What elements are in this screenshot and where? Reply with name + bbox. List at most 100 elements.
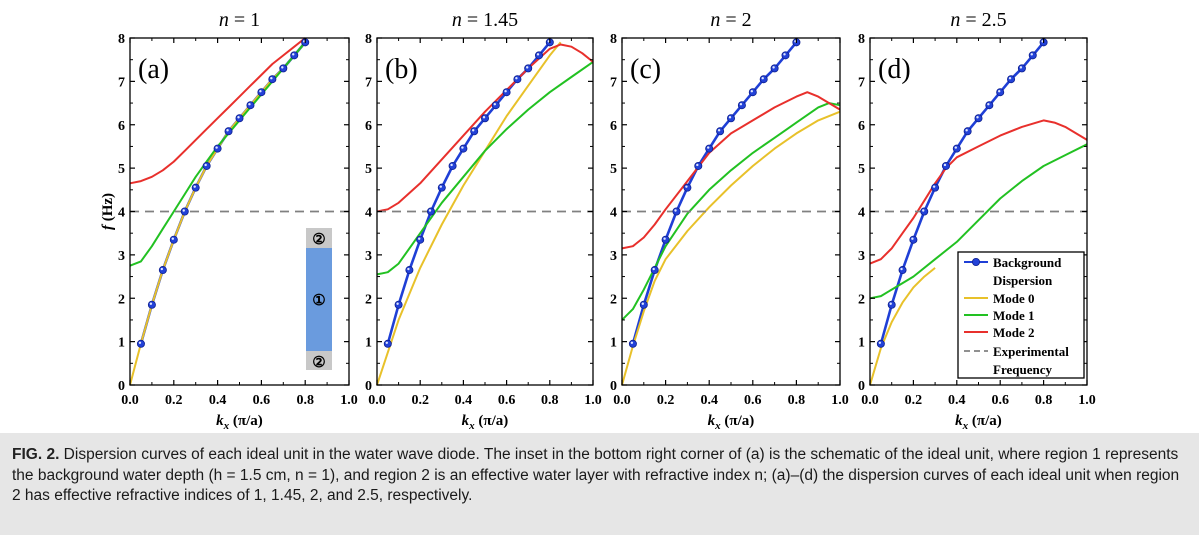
panel-1-xtick-label-last: 1.0 bbox=[340, 393, 358, 408]
panel-3-background-point bbox=[737, 101, 746, 110]
panel-1-xtick-label: 0.6 bbox=[253, 393, 271, 408]
panel-1-ytick-label: 7 bbox=[118, 75, 125, 90]
panel-2-series-mode-1 bbox=[376, 61, 594, 276]
panel-3-xlabel: kx (π/a) bbox=[708, 413, 755, 430]
panel-2-background-point bbox=[491, 101, 500, 110]
panel-2-background-point-highlight bbox=[482, 116, 486, 119]
panel-3-background-point-highlight bbox=[739, 103, 743, 106]
panel-3-xtick-label: 0.0 bbox=[613, 393, 631, 408]
panel-4-background-point-highlight bbox=[954, 146, 957, 149]
panel-2-xtick-label: 0.2 bbox=[411, 393, 429, 408]
panel-3-background-point bbox=[716, 127, 725, 136]
panel-3-xtick-label-last: 1.0 bbox=[831, 393, 849, 408]
panel-4-series-mode-1 bbox=[869, 143, 1088, 300]
panel-4-background-point bbox=[909, 235, 918, 244]
dispersion-chart-figure: ② ① ② 0 1 2 3 4 5 6 7 8 0.0 0.2 0.4 0.6 0.8 1.0 n = 1 (a) kx… bbox=[100, 9, 1096, 432]
panel-4-background-point bbox=[887, 300, 896, 309]
panel-3-background-point-highlight bbox=[783, 53, 786, 56]
panel-2-background-point bbox=[394, 300, 403, 309]
inset-region-1 bbox=[306, 248, 332, 351]
panel-1-background-point bbox=[290, 51, 299, 60]
panel-3-background-point bbox=[683, 183, 692, 192]
panel-3-series-mode-0 bbox=[621, 110, 841, 386]
panel-2-background-point-highlight bbox=[526, 66, 529, 69]
panel-2-background-point bbox=[405, 266, 414, 275]
legend-label-5-line-2: Frequency bbox=[993, 362, 1052, 377]
panel-2-background-point bbox=[535, 51, 544, 60]
panel-2-background-point-highlight bbox=[418, 237, 421, 240]
panel-3-background-point-highlight bbox=[652, 267, 655, 271]
panel-2-background-point-highlight bbox=[439, 185, 442, 188]
panel-2-series-mode-0 bbox=[376, 41, 562, 386]
panel-1-background-point-highlight bbox=[226, 129, 229, 132]
panel-4-xtick-label: 0.4 bbox=[948, 393, 966, 408]
panel-4-background-point bbox=[963, 127, 972, 136]
panel-1-ytick-label: 5 bbox=[118, 162, 125, 177]
panel-3-background-point-highlight bbox=[772, 66, 775, 69]
panel-2-xtick-label: 0.4 bbox=[455, 393, 473, 408]
panel-3-background-point bbox=[781, 51, 790, 60]
panel-4-background-point-highlight bbox=[943, 163, 947, 167]
panel-4-series-mode-0 bbox=[869, 267, 936, 386]
panel-1-ytick-label: 8 bbox=[118, 32, 125, 47]
panel-4-series-mode-2 bbox=[869, 119, 1088, 265]
panel-2-ytick-label: 7 bbox=[365, 75, 372, 90]
panel-2-background-point bbox=[437, 183, 446, 192]
panel-1-background-point-highlight bbox=[248, 103, 251, 106]
caption-body: Dispersion curves of each ideal unit in … bbox=[12, 446, 1180, 504]
panel-3-ytick-label: 6 bbox=[610, 119, 617, 134]
panel-4-background-point bbox=[974, 114, 983, 123]
panel-1-background-point bbox=[268, 75, 277, 84]
panel-4-background-point-highlight bbox=[1030, 53, 1033, 56]
panel-3-ytick-label: 5 bbox=[610, 162, 617, 177]
panel-4-ytick-label: 8 bbox=[858, 32, 865, 47]
panel-2-background-point bbox=[513, 75, 522, 84]
panel-1-background-point-highlight bbox=[182, 209, 185, 212]
panel-3-xtick-label: 0.6 bbox=[744, 393, 762, 408]
panel-1-background-point-highlight bbox=[270, 77, 273, 80]
panel-2-background-point-highlight bbox=[536, 53, 540, 56]
panel-2-series-background-dispersion bbox=[386, 41, 551, 345]
panel-3-series-mode-2 bbox=[621, 91, 841, 250]
panel-2-background-point-highlight bbox=[493, 103, 496, 106]
panel-3-ytick-label: 1 bbox=[610, 336, 617, 351]
panel-1-background-point bbox=[213, 144, 222, 153]
panel-2-title: n = 1.45 bbox=[452, 9, 518, 31]
panel-4-background-point bbox=[876, 339, 885, 348]
panel-1-background-point bbox=[169, 235, 178, 244]
panel-1-xtick-label: 0.8 bbox=[296, 393, 314, 408]
panel-2-background-point-highlight bbox=[515, 77, 518, 80]
panel-1-xlabel: kx (π/a) bbox=[216, 413, 263, 430]
caption-paragraph: FIG. 2. Dispersion curves of each ideal … bbox=[12, 445, 1185, 507]
panel-3-ytick-label: 0 bbox=[610, 379, 617, 394]
panel-4-xtick-label: 0.6 bbox=[991, 393, 1009, 408]
panel-4-background-point-highlight bbox=[932, 185, 936, 188]
panel-3-series-mode-1 bbox=[621, 102, 841, 321]
panel-1-background-point-highlight bbox=[292, 53, 295, 56]
panel-4-background-point bbox=[1028, 51, 1037, 60]
panel-4-ytick-label: 2 bbox=[858, 292, 865, 307]
legend-label-2: Mode 0 bbox=[993, 291, 1035, 306]
panel-1-background-point bbox=[224, 127, 233, 136]
panel-1-background-point bbox=[147, 300, 156, 309]
panel-2-series-mode-2 bbox=[376, 43, 594, 213]
panel-2-background-point-highlight bbox=[428, 209, 432, 212]
panel-4-xtick-label: 1.0 bbox=[1078, 393, 1096, 408]
panel-1-background-point-highlight bbox=[237, 116, 240, 119]
panel-2-xtick-label-last: 1.0 bbox=[584, 393, 602, 408]
panel-3-background-point-highlight bbox=[761, 77, 764, 80]
panel-1-label: (a) bbox=[138, 54, 169, 85]
panel-4-background-point bbox=[1017, 64, 1026, 73]
panel-1-background-point-highlight bbox=[193, 185, 196, 188]
panel-3-xtick-label: 0.4 bbox=[700, 393, 718, 408]
panel-4-xtick-label: 0.2 bbox=[905, 393, 923, 408]
panel-3-background-point-highlight bbox=[630, 341, 634, 344]
panel-4-xtick-label: 0.8 bbox=[1035, 393, 1053, 408]
panel-3-background-point bbox=[759, 75, 768, 84]
panel-4-background-point bbox=[952, 144, 961, 153]
panel-4-background-point-highlight bbox=[998, 90, 1001, 93]
panel-3-background-point-highlight bbox=[750, 90, 753, 93]
panel-1-series-background-dispersion bbox=[139, 41, 307, 345]
panel-1-xtick-label: 0.2 bbox=[165, 393, 183, 408]
panel-1-ytick-label: 0 bbox=[118, 379, 125, 394]
